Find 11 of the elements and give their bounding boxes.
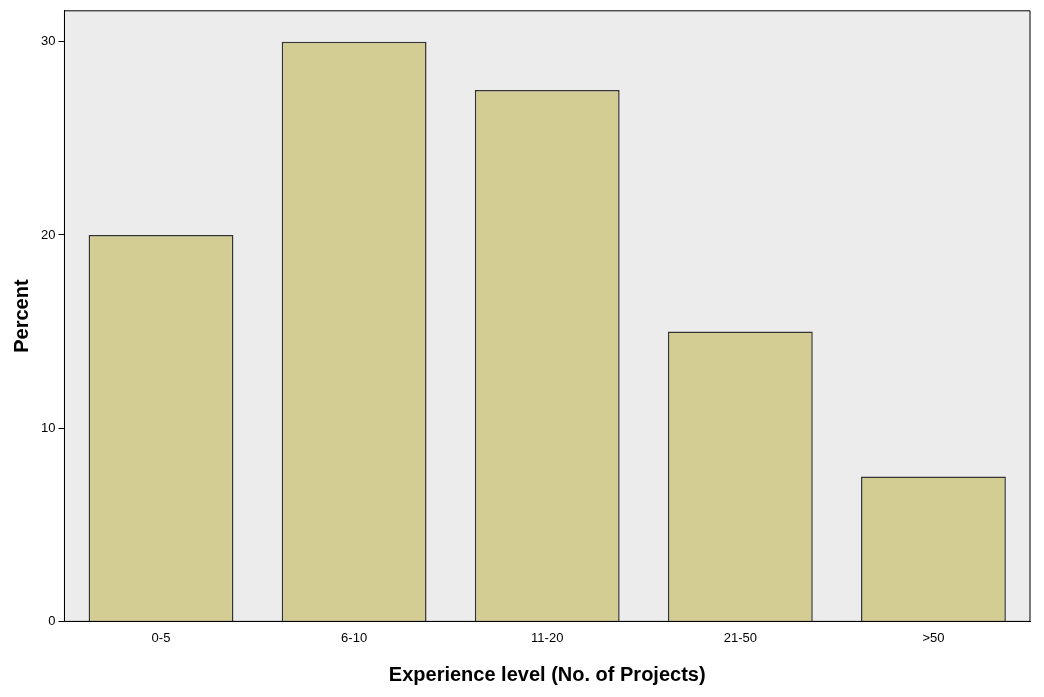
x-axis-title: Experience level (No. of Projects): [388, 662, 706, 685]
y-tick-label: 0: [48, 612, 56, 628]
y-tick-label: 20: [40, 226, 56, 242]
x-tick-label: 11-20: [531, 629, 564, 645]
x-tick-label: 0-5: [151, 629, 171, 645]
y-axis-title: Percent: [9, 279, 32, 353]
y-tick-label: 10: [40, 419, 56, 435]
x-tick-label: 21-50: [723, 629, 757, 645]
x-tick-label: 6-10: [341, 629, 368, 645]
y-tick-label: 30: [40, 33, 56, 49]
x-tick-label: >50: [922, 629, 945, 645]
